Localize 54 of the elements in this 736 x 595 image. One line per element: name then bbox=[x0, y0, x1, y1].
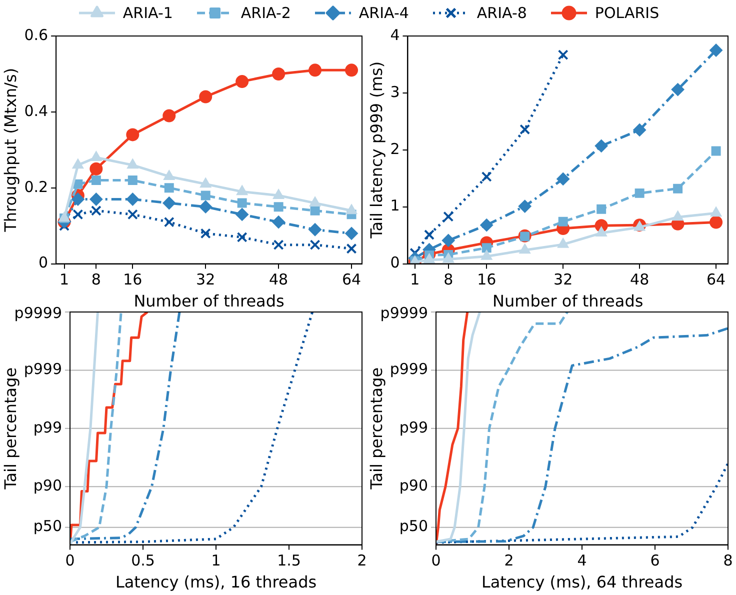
y-tick-label: 4 bbox=[390, 26, 400, 44]
x-tick-label: 48 bbox=[630, 270, 650, 289]
ref-line-label: p50 bbox=[399, 517, 428, 536]
x-tick-label: 1 bbox=[59, 270, 70, 289]
legend-label: POLARIS bbox=[594, 4, 660, 22]
x-tick-label: 4 bbox=[577, 552, 587, 570]
x-tick-label: 8 bbox=[91, 270, 101, 289]
x-tick-label: 16 bbox=[123, 270, 142, 289]
legend-label: ARIA-8 bbox=[476, 4, 527, 22]
y-axis-title: Tail percentage bbox=[0, 367, 20, 490]
y-tick-label: 1 bbox=[390, 196, 400, 215]
x-tick-label: 2 bbox=[504, 552, 514, 570]
x-axis-title: Number of threads bbox=[492, 292, 644, 311]
x-tick-label: 1 bbox=[211, 552, 221, 570]
legend-label: ARIA-4 bbox=[358, 4, 409, 22]
y-tick-label: 0.4 bbox=[24, 102, 48, 120]
ref-line-label: p99 bbox=[399, 418, 428, 436]
x-tick-label: 8 bbox=[723, 552, 733, 570]
y-tick-label: 3 bbox=[390, 82, 400, 101]
x-axis-title: Latency (ms), 16 threads bbox=[115, 572, 317, 592]
ref-line-label: p999 bbox=[24, 360, 62, 378]
y-tick-label: 0.2 bbox=[24, 178, 48, 196]
x-tick-label: 1 bbox=[410, 270, 420, 289]
x-tick-label: 2 bbox=[357, 552, 367, 570]
x-tick-label: 32 bbox=[554, 270, 573, 289]
x-axis-title: Number of threads bbox=[134, 292, 284, 311]
y-tick-label: 2 bbox=[390, 140, 400, 158]
ref-line-label: p999 bbox=[390, 360, 428, 378]
ref-line-label: p90 bbox=[33, 476, 62, 494]
ref-line-label: p9999 bbox=[14, 304, 62, 322]
ref-line-label: p90 bbox=[399, 476, 428, 494]
x-tick-label: 16 bbox=[477, 270, 496, 289]
ref-line-label: p9999 bbox=[380, 304, 428, 322]
y-axis-title: Throughput (Mtxn/s) bbox=[0, 68, 20, 233]
ref-line-label: p50 bbox=[33, 517, 62, 536]
x-tick-label: 64 bbox=[706, 270, 726, 289]
x-axis-title: Latency (ms), 64 threads bbox=[481, 572, 683, 592]
x-tick-label: 32 bbox=[196, 270, 216, 289]
legend-label: ARIA-2 bbox=[240, 4, 291, 22]
ref-line-label: p99 bbox=[33, 418, 62, 436]
x-tick-label: 8 bbox=[444, 270, 454, 289]
y-tick-label: 0.6 bbox=[24, 26, 48, 44]
x-tick-label: 1.5 bbox=[277, 552, 301, 570]
x-tick-label: 0.5 bbox=[131, 552, 155, 570]
x-tick-label: 0 bbox=[65, 552, 75, 570]
x-tick-label: 0 bbox=[431, 552, 441, 570]
x-tick-label: 64 bbox=[342, 270, 362, 289]
y-tick-label: 0 bbox=[38, 254, 48, 272]
y-tick-label: 0 bbox=[390, 254, 400, 272]
legend-label: ARIA-1 bbox=[122, 4, 173, 22]
x-tick-label: 6 bbox=[650, 552, 660, 570]
y-axis-title: Tail percentage bbox=[366, 367, 386, 490]
y-axis-title: Tail latency p999 (ms) bbox=[366, 61, 386, 240]
x-tick-label: 48 bbox=[269, 270, 288, 289]
